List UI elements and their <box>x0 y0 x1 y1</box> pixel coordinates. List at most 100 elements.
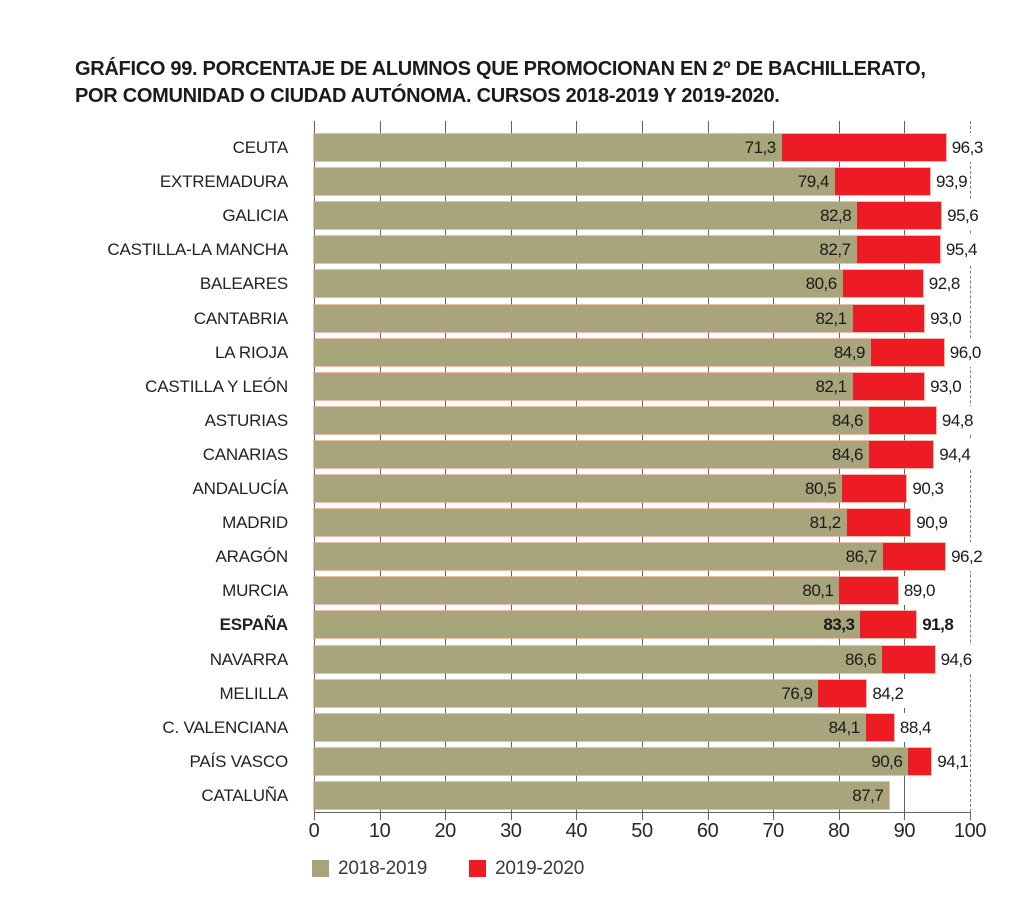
bar-track: 82,1 <box>313 372 926 401</box>
bar-segment-2018-2019 <box>314 168 835 195</box>
x-tick-label-40: 40 <box>565 820 588 842</box>
bar-track: 84,9 <box>313 338 945 367</box>
chart-title-line2: POR COMUNIDAD O CIUDAD AUTÓNOMA. CURSOS … <box>75 85 780 107</box>
category-label: NAVARRA <box>209 650 288 669</box>
x-tick-60 <box>707 812 709 820</box>
x-tick-label-10: 10 <box>368 820 391 842</box>
x-tick-label-20: 20 <box>434 820 456 842</box>
legend: 2018-2019 2019-2020 <box>312 859 626 878</box>
category-label: CANARIAS <box>202 445 289 464</box>
bar-segment-2018-2019 <box>314 680 819 707</box>
bar-segment-2018-2019 <box>314 577 840 604</box>
x-tick-label-80: 80 <box>828 820 850 842</box>
bar-track: 83,3 <box>313 610 918 639</box>
x-tick-label-90: 90 <box>893 820 916 842</box>
bar-track: 80,1 <box>313 576 899 605</box>
bar-segment-2018-2019 <box>314 475 843 502</box>
bar-segment-2019-2020 <box>846 509 911 536</box>
category-label: LA RIOJA <box>214 343 288 362</box>
value-label-2018-2019: 82,7 <box>819 240 851 259</box>
x-tick-100 <box>970 812 971 820</box>
bar-segment-2019-2020 <box>868 441 934 468</box>
category-label: CANTABRIA <box>193 309 288 328</box>
category-label: C. VALENCIANA <box>162 718 288 737</box>
bar-segment-2019-2020 <box>856 236 940 263</box>
x-tick-70 <box>773 812 775 820</box>
bar-segment-2019-2020 <box>860 611 917 638</box>
value-label-2018-2019: 81,2 <box>809 513 842 532</box>
bar-segment-2018-2019 <box>314 646 883 673</box>
bar-segment-2019-2020 <box>908 748 932 775</box>
bar-segment-2018-2019 <box>314 339 871 366</box>
x-tick-label-70: 70 <box>762 820 784 842</box>
x-tick-90 <box>904 812 906 820</box>
value-label-2018-2019: 76,9 <box>781 684 813 703</box>
value-label-2018-2019: 71,3 <box>744 138 777 157</box>
bar-track: 90,6 <box>313 747 933 776</box>
value-label-2018-2019: 82,1 <box>815 377 847 396</box>
legend-label-2019-2020: 2019-2020 <box>495 858 585 879</box>
legend-item-2018-2019: 2018-2019 <box>312 859 427 878</box>
bar-track: 76,9 <box>313 679 868 708</box>
value-label-2018-2019: 84,1 <box>828 718 861 737</box>
bar-segment-2018-2019 <box>314 714 866 741</box>
value-label-2019-2020: 96,3 <box>949 133 985 162</box>
bar-track: 84,1 <box>313 713 895 742</box>
value-label-2018-2019: 83,3 <box>823 615 855 634</box>
bar-segment-2018-2019 <box>314 134 782 161</box>
bar-track: 81,2 <box>313 508 912 537</box>
value-label-2019-2020: 89,0 <box>901 576 937 605</box>
x-tick-0 <box>314 812 315 820</box>
value-label-2019-2020: 93,0 <box>928 304 964 333</box>
bar-segment-2019-2020 <box>868 407 936 434</box>
bar-track: 86,6 <box>313 645 936 674</box>
bar-track: 87,7 <box>313 781 891 810</box>
value-label-2018-2019: 79,4 <box>797 172 830 191</box>
value-label-2019-2020: 91,8 <box>920 610 956 639</box>
bar-track: 82,8 <box>313 201 943 230</box>
category-label: BALEARES <box>199 274 288 293</box>
value-label-2018-2019: 82,8 <box>820 206 852 225</box>
legend-swatch-2018-2019 <box>312 860 329 877</box>
value-label-2019-2020: 93,0 <box>928 372 964 401</box>
value-label-2019-2020: 96,2 <box>949 542 985 571</box>
x-tick-label-0: 0 <box>308 820 320 842</box>
chart-title: GRÁFICO 99. PORCENTAJE DE ALUMNOS QUE PR… <box>75 56 926 110</box>
category-label: CASTILLA Y LEÓN <box>145 377 288 396</box>
bar-track: 80,6 <box>313 269 924 298</box>
x-tick-50 <box>642 812 643 820</box>
x-tick-10 <box>379 812 381 820</box>
legend-item-2019-2020: 2019-2020 <box>469 859 584 878</box>
value-label-2018-2019: 82,1 <box>815 309 847 328</box>
value-label-2018-2019: 90,6 <box>871 752 903 771</box>
value-label-2019-2020: 94,6 <box>938 645 974 674</box>
value-label-2018-2019: 86,6 <box>845 650 877 669</box>
bar-segment-2018-2019 <box>314 611 861 638</box>
category-label: MADRID <box>222 513 288 532</box>
bar-track: 79,4 <box>313 167 931 196</box>
category-label: ESPAÑA <box>219 615 289 634</box>
bar-track: 80,5 <box>313 474 908 503</box>
category-label: ASTURIAS <box>204 411 289 430</box>
bar-track: 86,7 <box>313 542 947 571</box>
category-label: MURCIA <box>222 581 288 600</box>
value-label-2019-2020: 93,9 <box>933 167 970 196</box>
bar-segment-2018-2019 <box>314 236 857 263</box>
bar-segment-2018-2019 <box>314 202 858 229</box>
bar-track: 82,1 <box>313 304 926 333</box>
value-label-2019-2020: 94,8 <box>939 406 975 435</box>
legend-label-2018-2019: 2018-2019 <box>338 858 428 879</box>
category-label: CASTILLA-LA MANCHA <box>107 240 288 259</box>
category-label: CATALUÑA <box>201 786 288 805</box>
value-label-2019-2020: 95,4 <box>943 235 979 264</box>
bar-segment-2018-2019 <box>314 407 869 434</box>
bar-segment-2018-2019 <box>314 543 883 570</box>
bar-segment-2019-2020 <box>818 680 867 707</box>
value-label-2018-2019: 87,7 <box>852 786 884 805</box>
bar-segment-2018-2019 <box>314 441 869 468</box>
value-label-2019-2020: 84,2 <box>870 679 906 708</box>
bar-segment-2019-2020 <box>882 543 946 570</box>
x-tick-80 <box>838 812 840 820</box>
legend-swatch-2019-2020 <box>469 860 487 877</box>
